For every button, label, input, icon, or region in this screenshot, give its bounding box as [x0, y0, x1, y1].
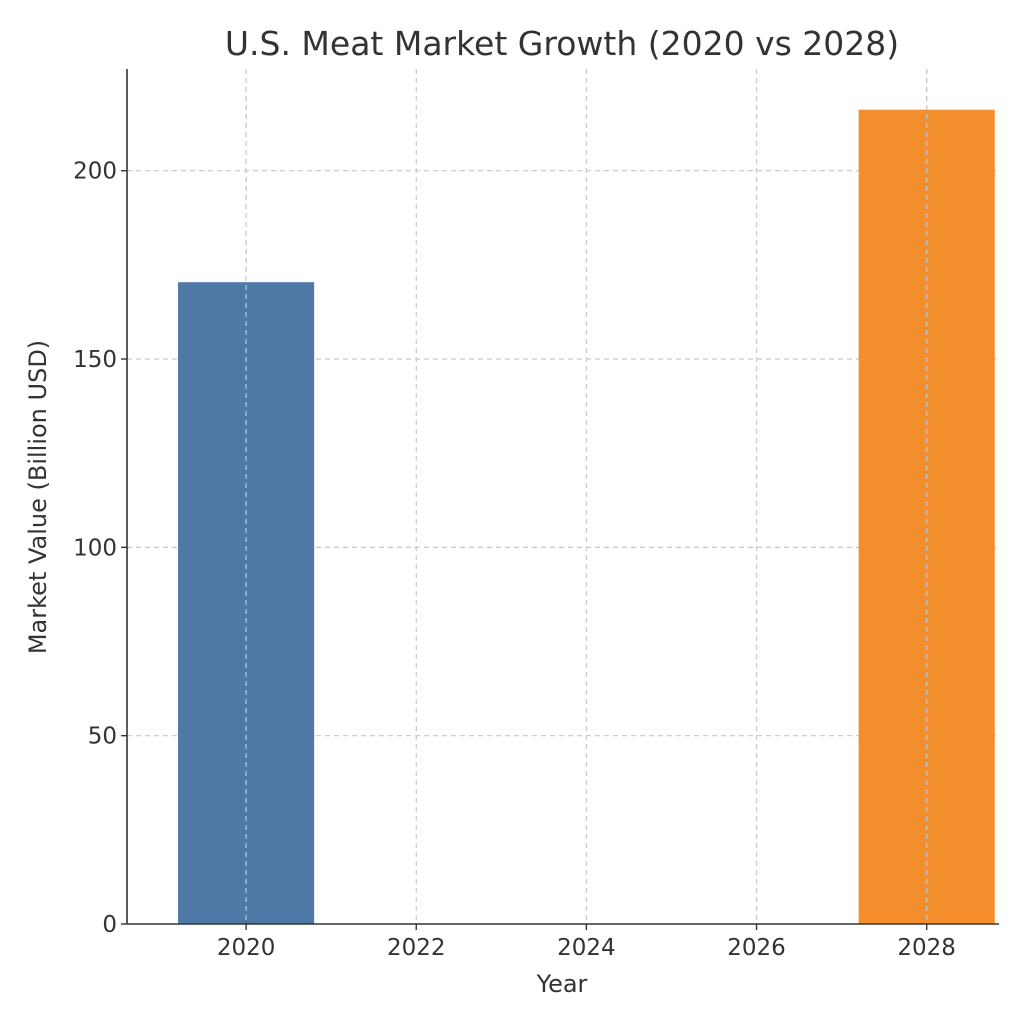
x-tick-label: 2020 [217, 935, 276, 961]
y-tick-label: 100 [73, 535, 117, 561]
x-tick-label: 2022 [387, 935, 446, 961]
x-axis-label: Year [536, 970, 588, 998]
y-tick-label: 50 [88, 724, 117, 750]
x-tick-label: 2024 [557, 935, 616, 961]
bars [178, 69, 995, 925]
chart-title: U.S. Meat Market Growth (2020 vs 2028) [225, 24, 899, 63]
x-tick-label: 2026 [727, 935, 786, 961]
x-tick-label: 2028 [897, 935, 956, 961]
bar-2028 [858, 109, 995, 925]
y-tick-label: 0 [102, 912, 117, 938]
y-tick-label: 150 [73, 347, 117, 373]
axes [121, 69, 999, 930]
y-tick-label: 200 [73, 159, 117, 185]
y-axis-label: Market Value (Billion USD) [24, 340, 52, 654]
tick-labels: 2020 2022 2024 2026 2028 0 50 100 150 200 [73, 159, 956, 961]
